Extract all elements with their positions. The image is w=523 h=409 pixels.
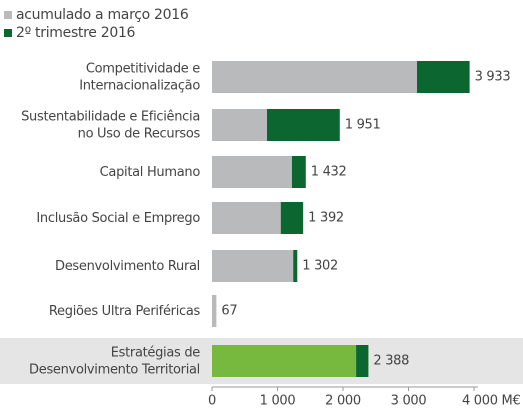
total-label: 2 388 — [373, 354, 409, 369]
category-label: Competitividade e Internacionalização — [79, 61, 200, 93]
category-label: Regiões Ultra Periféricas — [49, 304, 201, 319]
category-line: no Uso de Recursos — [78, 126, 201, 141]
category-line: Internacionalização — [79, 78, 200, 93]
bar-segment — [291, 156, 306, 188]
category-label: Inclusão Social e Emprego — [36, 211, 200, 226]
bar-segment — [417, 61, 470, 93]
x-tick-label: 2 000 — [325, 394, 361, 409]
category-line: Inclusão Social e Emprego — [36, 211, 200, 226]
x-tick-label: 0 — [208, 394, 216, 409]
bar-segment — [212, 295, 217, 327]
legend-swatch — [4, 29, 12, 37]
x-tick-label: 1 000 — [260, 394, 296, 409]
category-line: Sustentabilidade e Eficiência — [21, 109, 200, 124]
total-label: 1 392 — [308, 211, 344, 226]
total-label: 67 — [221, 304, 237, 319]
total-label: 3 933 — [475, 70, 511, 85]
category-label: Desenvolvimento Rural — [55, 259, 200, 274]
category-line: Desenvolvimento Territorial — [29, 362, 200, 377]
bar-segment — [267, 109, 340, 141]
bar-segment — [212, 156, 292, 188]
bar-segment — [212, 109, 268, 141]
legend-label: 2º trimestre 2016 — [16, 25, 136, 41]
category-label: Sustentabilidade e Eficiência no Uso de R… — [21, 109, 200, 141]
bar-segment — [212, 250, 294, 282]
total-label: 1 302 — [302, 259, 338, 274]
total-label: 1 432 — [311, 165, 347, 180]
legend-swatch — [4, 11, 12, 19]
category-line: Competitividade e — [86, 61, 200, 76]
x-tick-label: 4 000 M€ — [462, 394, 520, 409]
bar-segment — [212, 61, 418, 93]
category-label: Estratégias de Desenvolvimento Territoria… — [29, 345, 200, 377]
bar-segment — [212, 345, 357, 377]
legend-label: acumulado a março 2016 — [16, 7, 189, 23]
x-tick-label: 3 000 — [391, 394, 427, 409]
category-line: Desenvolvimento Rural — [55, 259, 200, 274]
total-label: 1 951 — [345, 118, 381, 133]
category-line: Capital Humano — [100, 165, 201, 180]
category-line: Estratégias de — [111, 345, 201, 360]
bar-segment — [356, 345, 369, 377]
category-label: Capital Humano — [100, 165, 201, 180]
bar-segment — [280, 202, 304, 234]
category-line: Regiões Ultra Periféricas — [49, 304, 201, 319]
bar-segment — [293, 250, 298, 282]
bar-segment — [212, 202, 281, 234]
